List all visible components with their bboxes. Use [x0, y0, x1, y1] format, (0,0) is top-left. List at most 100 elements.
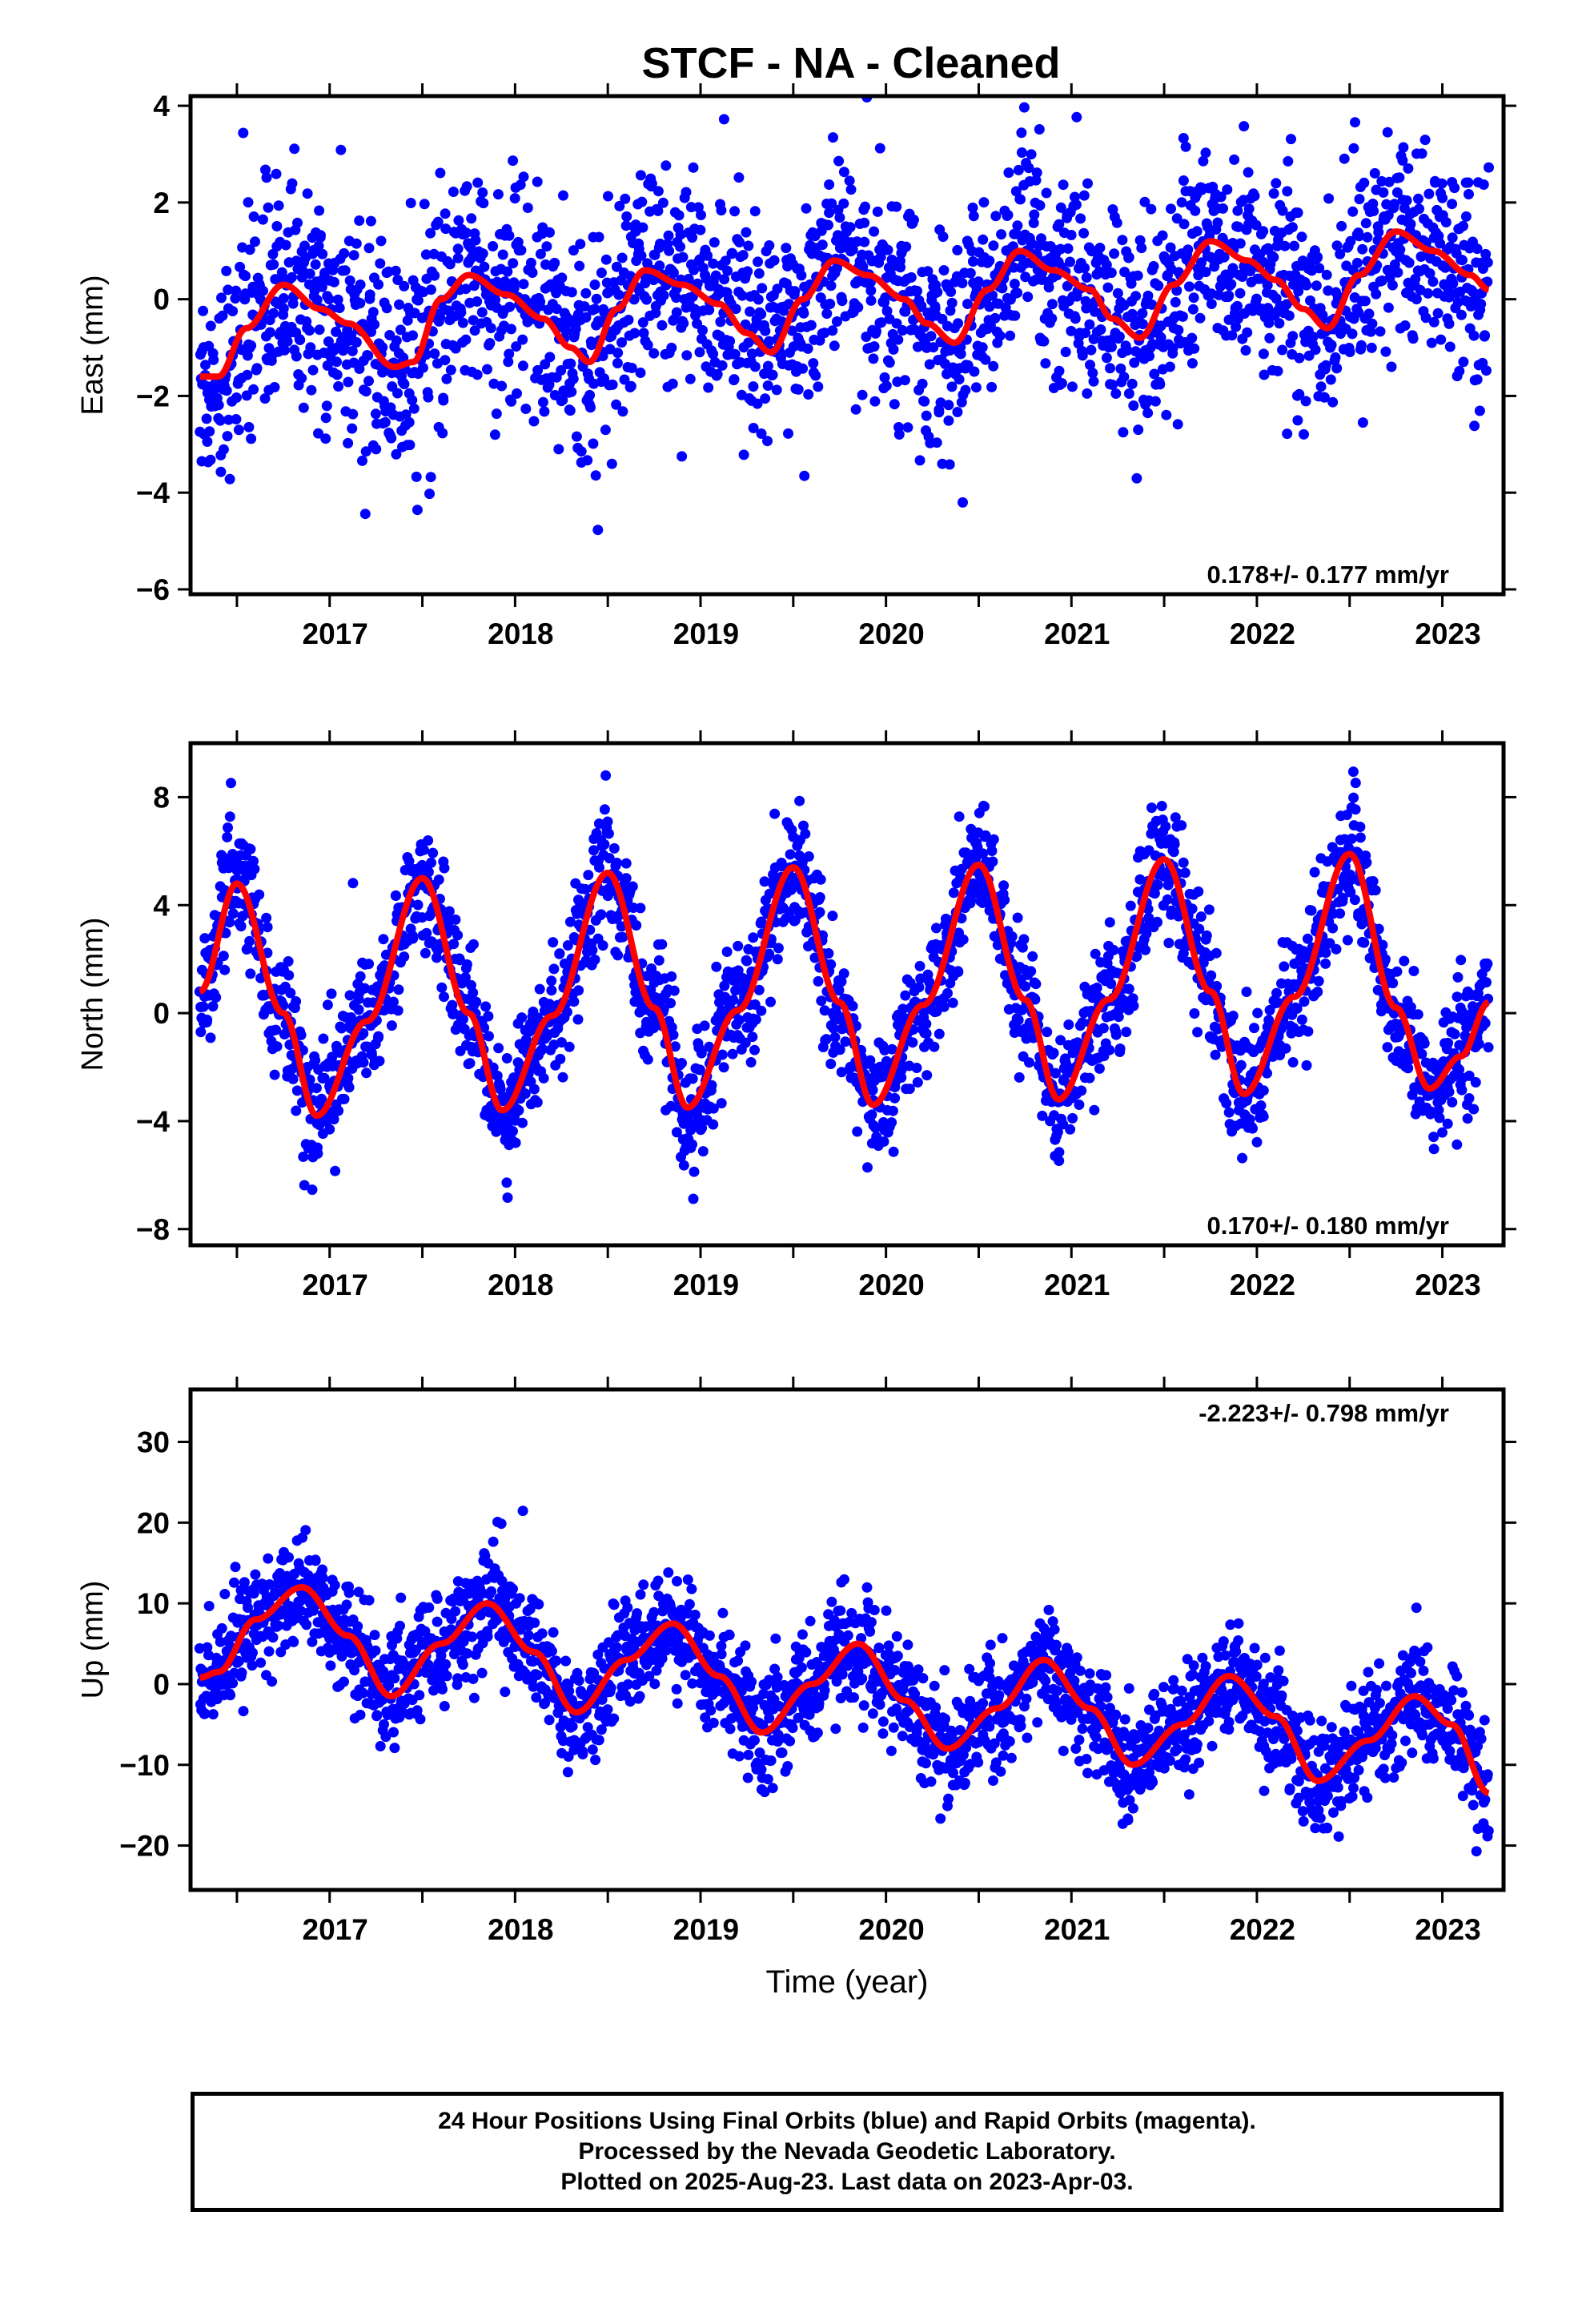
position-point — [261, 912, 272, 923]
position-point — [316, 281, 327, 292]
position-point — [245, 968, 256, 979]
position-point — [1233, 221, 1244, 232]
position-point — [224, 473, 235, 485]
position-point — [259, 393, 271, 404]
position-point — [339, 1093, 350, 1104]
position-point — [1480, 1018, 1491, 1029]
position-point — [332, 294, 343, 305]
position-point — [1060, 347, 1071, 357]
position-point — [198, 305, 209, 316]
position-point — [712, 368, 723, 380]
position-point — [255, 1657, 267, 1668]
position-point — [1359, 296, 1371, 307]
position-point — [532, 176, 543, 187]
position-point — [287, 178, 298, 189]
position-point — [716, 1098, 727, 1109]
position-point — [452, 243, 464, 255]
position-point — [794, 795, 805, 806]
position-point — [803, 389, 814, 400]
x-tick-label: 2022 — [1230, 617, 1295, 650]
position-point — [1102, 282, 1114, 293]
position-point — [1435, 238, 1446, 249]
position-point — [629, 328, 640, 339]
position-point — [1259, 369, 1270, 380]
position-point — [452, 930, 464, 941]
position-point — [1055, 243, 1066, 255]
position-point — [1146, 203, 1157, 215]
position-point — [867, 1084, 878, 1096]
position-point — [1232, 205, 1243, 216]
position-point — [945, 305, 956, 316]
position-point — [1026, 966, 1037, 977]
position-point — [1010, 310, 1021, 321]
position-point — [984, 255, 995, 267]
position-point — [508, 155, 519, 167]
position-point — [696, 210, 706, 220]
position-point — [496, 380, 508, 392]
position-point — [1026, 149, 1037, 160]
position-point — [1142, 290, 1154, 301]
position-point — [1354, 231, 1365, 242]
position-point — [1187, 304, 1199, 315]
position-point — [399, 280, 410, 292]
position-point — [953, 318, 964, 329]
position-point — [921, 1019, 932, 1030]
position-point — [198, 1001, 209, 1012]
position-point — [681, 187, 692, 198]
position-point — [268, 259, 279, 270]
position-point — [717, 360, 728, 371]
position-point — [711, 961, 722, 972]
position-point — [678, 318, 689, 329]
position-point — [661, 160, 672, 171]
position-point — [1055, 1035, 1066, 1046]
position-point — [233, 424, 244, 436]
position-point — [1191, 226, 1203, 237]
position-point — [987, 290, 998, 301]
position-point — [468, 939, 479, 950]
position-point — [704, 1041, 715, 1052]
position-point — [343, 1587, 355, 1598]
position-point — [221, 265, 232, 276]
position-point — [405, 198, 416, 208]
position-point — [506, 324, 516, 335]
position-point — [886, 1117, 897, 1128]
position-point — [756, 1005, 767, 1016]
position-point — [480, 1001, 492, 1012]
position-point — [1041, 187, 1052, 199]
position-point — [1168, 846, 1179, 858]
position-point — [1054, 219, 1065, 230]
position-point — [815, 874, 826, 885]
position-point — [488, 241, 499, 251]
position-point — [787, 325, 797, 336]
position-point — [1484, 162, 1494, 173]
y-tick-label: −8 — [136, 1213, 170, 1246]
position-point — [273, 1620, 283, 1631]
position-point — [710, 270, 721, 281]
position-point — [400, 409, 412, 420]
position-point — [869, 396, 881, 407]
position-point — [1416, 148, 1427, 159]
position-point — [1478, 179, 1489, 190]
position-point — [1084, 319, 1095, 330]
position-point — [681, 350, 693, 361]
position-point — [1212, 217, 1223, 228]
position-point — [769, 808, 781, 819]
daily-position-points — [195, 96, 1494, 536]
position-point — [798, 308, 809, 319]
position-point — [1360, 218, 1371, 229]
position-point — [1161, 409, 1172, 420]
position-point — [227, 849, 238, 859]
position-point — [1432, 308, 1443, 319]
position-point — [433, 875, 444, 885]
position-point — [1443, 1037, 1454, 1048]
position-point — [901, 241, 912, 252]
position-point — [347, 345, 358, 356]
x-tick-label: 2021 — [1044, 1269, 1110, 1301]
position-point — [757, 283, 768, 294]
position-point — [1203, 904, 1215, 915]
position-point — [1226, 279, 1237, 290]
position-point — [824, 179, 835, 190]
position-point — [1357, 243, 1368, 255]
position-point — [360, 446, 371, 457]
position-point — [219, 964, 231, 975]
